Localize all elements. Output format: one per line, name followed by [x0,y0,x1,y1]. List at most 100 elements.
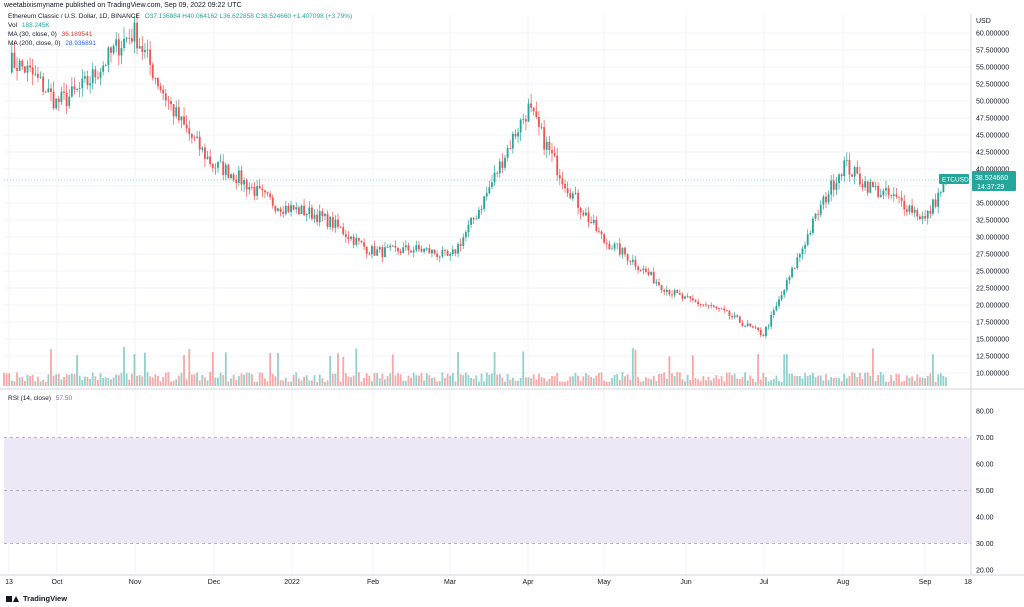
time-tick: 18 [964,579,972,586]
volume-bar [125,373,128,386]
candle-body [449,254,452,256]
candle-body [217,161,219,168]
legend-symbol-row: Ethereum Classic / U.S. Dollar, 1D, BINA… [8,12,352,21]
volume-bar [55,374,58,386]
candle-body [42,76,45,92]
volume-bar [287,381,290,386]
volume-bar [313,375,316,386]
candle-body [350,236,352,239]
volume-bar [812,372,814,386]
volume-bar [154,374,157,386]
candle-body [391,245,394,247]
volume-bar [457,352,459,386]
candle-body [637,266,639,270]
candle-body [684,296,686,299]
candle-body [754,327,757,329]
volume-bar [91,372,94,386]
price-tick: 27.500000 [976,252,1009,259]
volume-bar [918,377,921,386]
volume-bar [180,372,183,386]
candle-body [371,246,373,255]
time-tick: Nov [129,579,142,586]
candle-body [219,161,222,163]
time-tick: Mar [444,579,457,586]
candle-body [235,179,238,183]
candle-body [595,219,598,231]
volume-bar [517,380,519,386]
volume-bar [916,374,919,386]
candle-body [869,181,872,193]
candle-body [136,22,138,49]
candle-body [689,296,692,299]
candle-body [425,248,428,249]
volume-bar [788,373,791,386]
legend-rsi-row[interactable]: RSI (14, close) 57.50 [8,394,72,403]
volume-bar [18,377,21,386]
volume-bar [21,377,24,386]
volume-bar [819,375,822,386]
last-price-tag: ETCUSD 38.524660 14:37:29 [939,171,1016,191]
candle-body [872,181,874,187]
candle-body [509,148,512,149]
price-tick: 15.000000 [976,337,1009,344]
candle-body [162,89,165,94]
volume-bar [778,381,780,386]
candle-body [932,199,934,214]
candle-body [814,213,817,219]
candle-body [678,292,681,295]
volume-bar [264,378,266,386]
volume-bar [887,381,890,386]
candle-body [266,192,269,194]
volume-bar [277,352,279,386]
volume-bar [929,373,932,386]
volume-bar [39,381,42,386]
price-tick: 10.000000 [976,371,1009,378]
volume-bars [3,347,947,386]
volume-bar [23,381,26,386]
candle-body [561,178,564,185]
volume-bar [798,376,801,386]
volume-bar [284,377,287,386]
candle-body [222,161,225,175]
volume-bar [796,376,799,386]
volume-bar [162,376,165,386]
rsi-tick: 70.00 [976,435,994,442]
candle-body [300,205,303,215]
candle-body [209,156,212,165]
candle-body [154,77,157,79]
legend-vol-row: Vol 188.245K [8,21,50,30]
candle-body [198,136,201,150]
candle-body [70,86,73,97]
time-tick: Dec [208,579,221,586]
volume-bar [117,375,120,386]
volume-bar [762,373,765,386]
candle-body [457,244,459,254]
candle-body [517,132,519,137]
legend-ma200-label: MA (200, close, 0) [8,40,61,47]
volume-bar [496,374,499,386]
candle-body [104,65,107,67]
volume-bar [848,376,851,386]
candle-body [13,52,16,68]
volume-bar [827,380,830,386]
volume-bar [504,381,506,386]
candle-body [538,116,540,127]
legend-ma200-row[interactable]: MA (200, close, 0) 28.936891 [8,39,96,48]
tradingview-logo[interactable]: TradingView [6,594,67,603]
volume-bar [451,373,454,386]
volume-bar [869,375,872,386]
legend-ma30-row[interactable]: MA (30, close, 0) 36.189541 [8,30,92,39]
candle-body [548,141,551,151]
candle-body [360,240,363,243]
legend-ohlc: O37.136884 H40.064162 L36.622858 C38.524… [144,13,353,20]
volume-bar [167,372,170,386]
volume-bar [780,381,783,386]
volume-bar [595,375,598,386]
volume-bar [895,373,898,386]
volume-bar [83,376,86,386]
candle-body [347,236,350,239]
candle-body [551,150,553,154]
candle-body [240,170,243,185]
candle-body [522,119,525,121]
